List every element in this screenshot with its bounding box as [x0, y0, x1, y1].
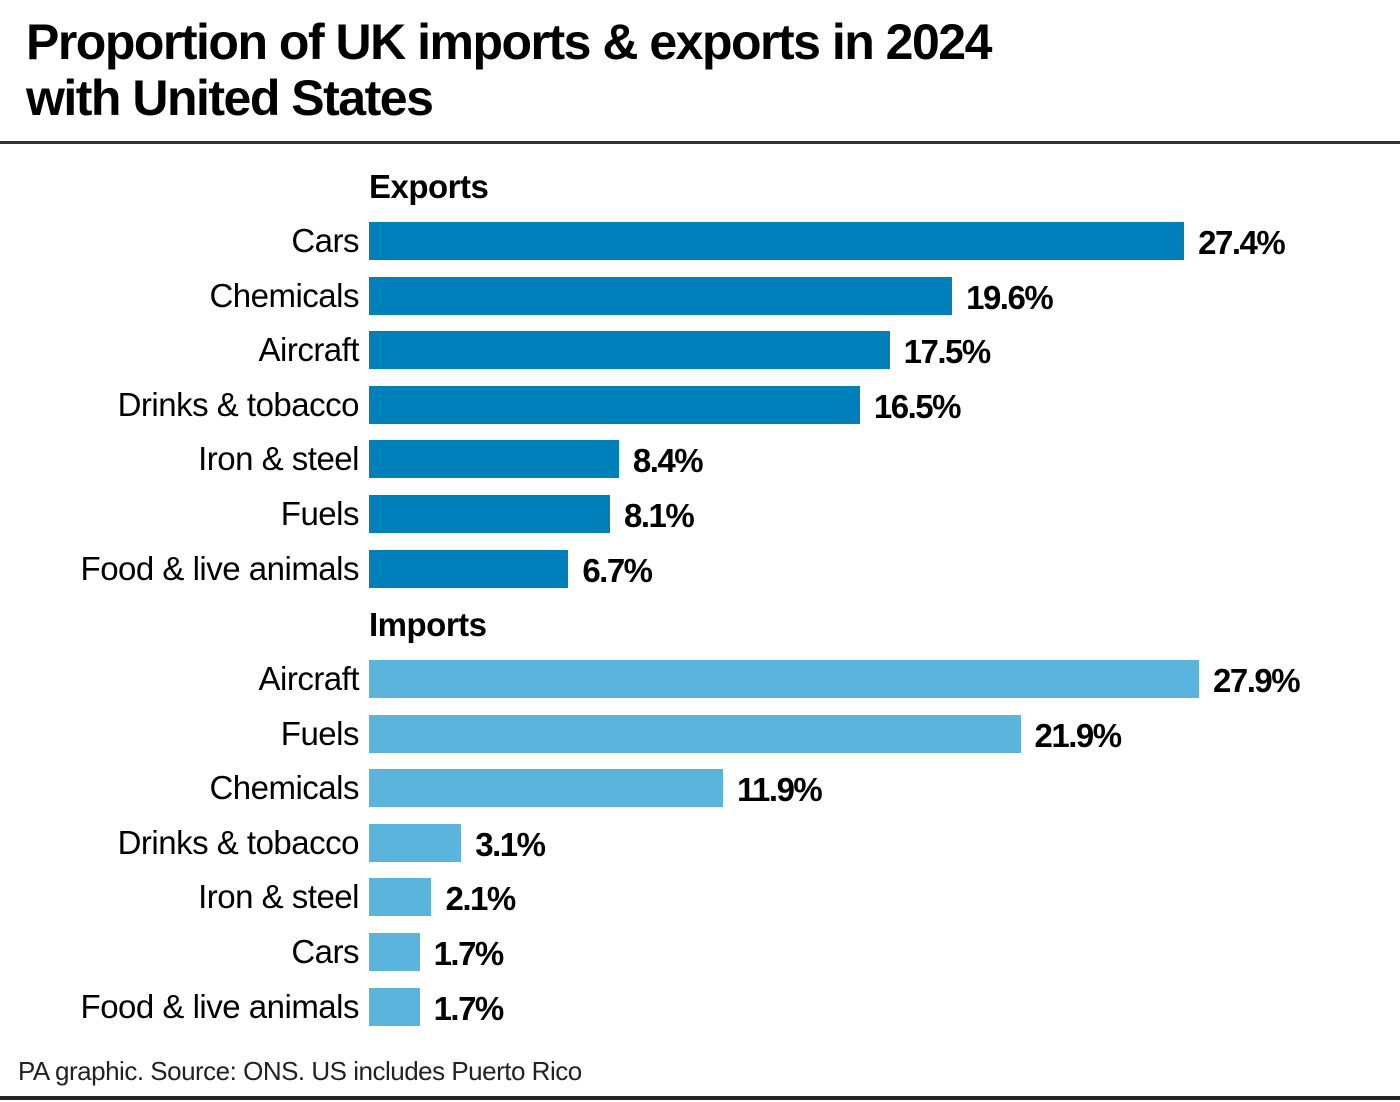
export-value-label: 8.1%: [623, 497, 695, 534]
import-bar: [369, 660, 1200, 698]
export-category-label: Fuels: [280, 495, 360, 532]
import-category-label: Aircraft: [258, 660, 359, 697]
import-category-label: Food & live animals: [80, 987, 360, 1025]
export-category-label: Aircraft: [258, 331, 359, 369]
export-value-label: 27.4%: [1198, 224, 1286, 261]
footer-divider: [0, 1096, 1400, 1100]
export-bar-row: Drinks & tobacco 16.5%: [0, 385, 1400, 425]
import-category-label: Fuels: [280, 714, 360, 752]
import-bar-row: Cars 1.7%: [0, 933, 1400, 972]
export-bar: [369, 222, 1185, 260]
import-bar-row: Fuels 21.9%: [0, 714, 1400, 754]
export-category-label: Chemicals: [209, 276, 359, 314]
export-bar-row: Chemicals 19.6%: [0, 276, 1400, 316]
import-category-label: Chemicals: [209, 769, 359, 807]
export-bar-row: Cars 27.4%: [0, 222, 1400, 261]
chart-title-line-2: with United States: [26, 70, 434, 126]
export-category-label: Cars: [291, 222, 359, 259]
exports-section-title: Exports: [369, 168, 489, 205]
title-divider: [0, 141, 1400, 144]
import-value-label: 21.9%: [1034, 716, 1123, 754]
export-bar-row: Fuels 8.1%: [0, 495, 1400, 534]
import-bar-row: Iron & steel 2.1%: [0, 878, 1400, 918]
import-value-label: 11.9%: [737, 771, 823, 809]
export-value-label: 8.4%: [632, 442, 704, 480]
source-footer: PA graphic. Source: ONS. US includes Pue…: [18, 1056, 582, 1086]
chart-title-line-1: Proportion of UK imports & exports in 20…: [26, 14, 992, 70]
import-bar-row: Chemicals 11.9%: [0, 769, 1400, 809]
import-bar-row: Aircraft 27.9%: [0, 660, 1400, 699]
import-bar: [369, 714, 1021, 753]
export-value-label: 19.6%: [966, 278, 1054, 316]
export-bar-row: Food & live animals 6.7%: [0, 549, 1400, 589]
export-bar: [369, 276, 953, 315]
export-bar: [369, 495, 610, 533]
import-bar-row: Drinks & tobacco 3.1%: [0, 823, 1400, 863]
export-bar: [369, 440, 619, 479]
import-category-label: Drinks & tobacco: [117, 823, 360, 861]
export-category-label: Iron & steel: [198, 440, 359, 478]
import-bar-row: Food & live animals 1.7%: [0, 987, 1400, 1027]
import-value-label: 1.7%: [433, 989, 505, 1027]
export-bar-row: Aircraft 17.5%: [0, 331, 1400, 371]
export-value-label: 17.5%: [903, 333, 992, 371]
export-category-label: Drinks & tobacco: [117, 385, 360, 423]
import-bar: [369, 987, 420, 1026]
import-value-label: 2.1%: [445, 880, 516, 918]
export-bar: [369, 385, 860, 424]
import-value-label: 1.7%: [433, 935, 505, 972]
import-bar: [369, 823, 462, 862]
import-bar: [369, 769, 724, 808]
import-value-label: 27.9%: [1213, 662, 1301, 699]
export-bar-row: Iron & steel 8.4%: [0, 440, 1400, 480]
import-category-label: Cars: [291, 933, 359, 970]
imports-section-title: Imports: [369, 606, 487, 643]
import-category-label: Iron & steel: [198, 878, 359, 916]
export-bar: [369, 549, 569, 588]
import-bar: [369, 933, 420, 971]
export-value-label: 6.7%: [582, 551, 653, 589]
import-value-label: 3.1%: [475, 825, 546, 863]
chart-title: Proportion of UK imports & exports in 20…: [26, 14, 1366, 126]
export-category-label: Food & live animals: [80, 549, 360, 587]
import-bar: [369, 878, 432, 917]
export-value-label: 16.5%: [873, 387, 962, 425]
export-bar: [369, 331, 890, 370]
